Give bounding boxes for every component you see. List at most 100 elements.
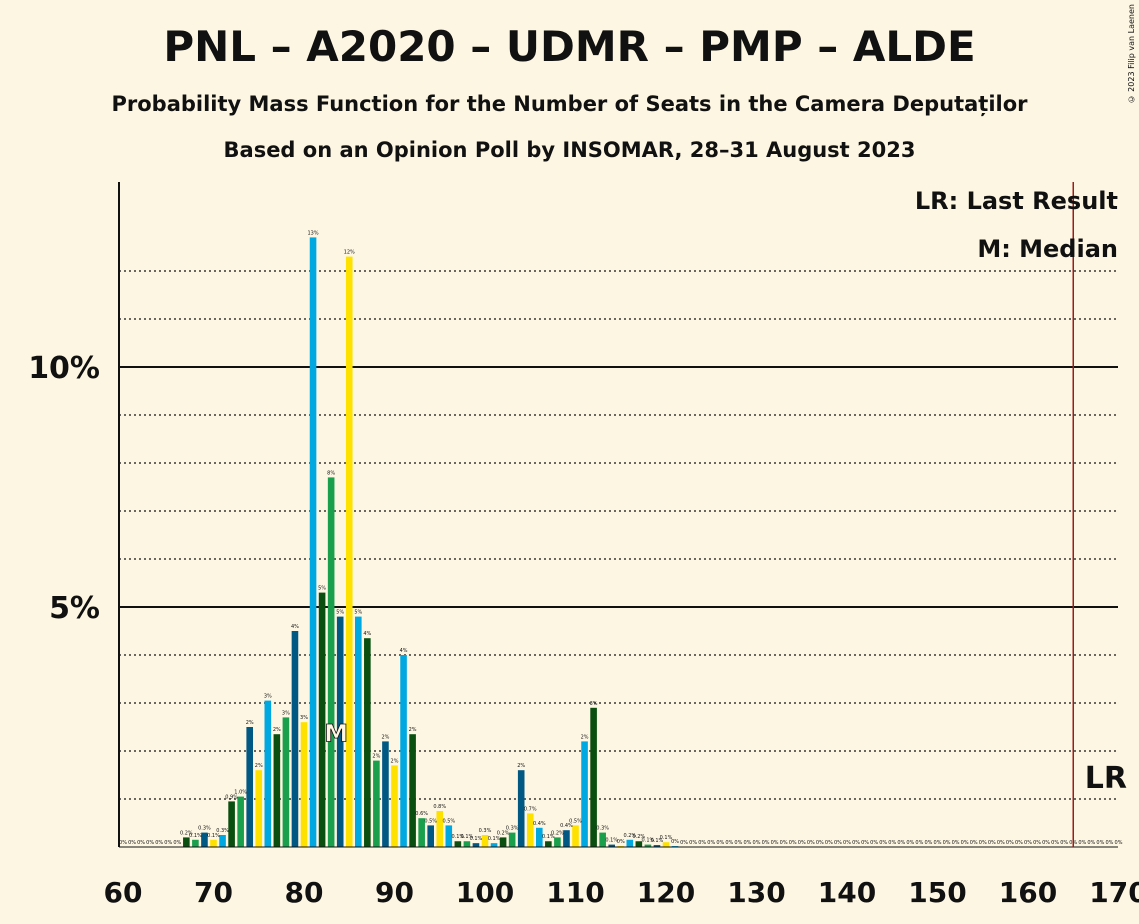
- bar: [590, 707, 597, 847]
- bar-value-label: 3%: [300, 715, 308, 721]
- bar-value-label: 0%: [1006, 840, 1014, 846]
- bar: [219, 835, 226, 847]
- bar-value-label: 0.7%: [524, 806, 537, 812]
- bar-value-label: 0%: [617, 839, 625, 845]
- bar-value-label: 0.3%: [506, 826, 519, 832]
- bar-value-label: 0%: [173, 840, 181, 846]
- bar-value-label: 0%: [780, 840, 788, 846]
- grid-lines: 5% 10%: [28, 270, 1118, 800]
- bar: [662, 842, 670, 847]
- bar: [400, 655, 407, 847]
- bar: [210, 839, 217, 847]
- bar: [336, 616, 344, 847]
- bar: [554, 837, 561, 847]
- bar: [481, 835, 489, 847]
- bar: [563, 830, 570, 847]
- bar-value-label: 0.3%: [596, 826, 609, 832]
- bar-value-label: 0%: [897, 840, 905, 846]
- bar: [237, 796, 244, 847]
- bar-value-label: 0%: [798, 840, 806, 846]
- x-tick-label: 130: [727, 876, 785, 909]
- bar: [445, 825, 453, 847]
- bar-value-label: 0.1%: [488, 836, 501, 842]
- bar-value-label: 2%: [372, 754, 380, 760]
- bar-value-label: 5%: [318, 586, 326, 592]
- bar-value-label: 0.5%: [424, 818, 437, 824]
- bar: [536, 827, 543, 847]
- x-tick-label: 70: [194, 876, 233, 909]
- bar: [418, 818, 425, 847]
- bar: [653, 845, 661, 847]
- bar-value-label: 0.1%: [542, 834, 555, 840]
- bar-value-label: 0%: [888, 840, 896, 846]
- bar-value-label: 0%: [725, 840, 733, 846]
- bar: [644, 844, 652, 847]
- bar-value-label: 0%: [1060, 840, 1068, 846]
- bar-value-label: 3%: [282, 710, 290, 716]
- x-tick-label: 120: [637, 876, 695, 909]
- bar-value-label: 5%: [354, 610, 362, 616]
- bar-value-label: 0%: [1042, 840, 1050, 846]
- x-tick-label: 150: [908, 876, 966, 909]
- bar-value-label: 0%: [1078, 840, 1086, 846]
- bar-value-label: 0%: [997, 840, 1005, 846]
- axes-group: 60 70 80 90 100 110 120 130 140 150 160 170: [104, 182, 1139, 909]
- bar-value-label: 8%: [327, 470, 335, 476]
- bar: [526, 813, 534, 847]
- bar-value-label: 0%: [852, 840, 860, 846]
- bar-value-label: 0%: [789, 840, 797, 846]
- bar: [599, 832, 606, 847]
- bar-value-label: 0%: [734, 840, 742, 846]
- bar: [183, 837, 190, 847]
- bar: [309, 237, 317, 847]
- bar-value-label: 2%: [409, 727, 417, 733]
- bar-value-label: 0.3%: [198, 826, 211, 832]
- y-tick-label: 10%: [28, 351, 100, 386]
- lr-marker-label: LR: [1085, 761, 1127, 796]
- bar-value-label: 0%: [146, 840, 154, 846]
- x-tick-label: 90: [375, 876, 414, 909]
- bar-value-label: 0.2%: [497, 830, 510, 836]
- bar-value-label: 4%: [363, 631, 371, 637]
- bar-value-label: 0%: [1096, 840, 1104, 846]
- bar-value-label: 13%: [307, 230, 318, 236]
- bar: [545, 841, 552, 847]
- legend-median: M: Median: [977, 235, 1118, 263]
- bar-value-label: 0%: [762, 840, 770, 846]
- bar-value-label: 0.2%: [632, 834, 645, 840]
- bar: [635, 841, 643, 847]
- bar-value-label: 2%: [255, 763, 263, 769]
- bar: [192, 839, 199, 847]
- bar-labels-group: 0% 0% 0% 0% 0% 0% 0%0.2%0.1%0.3%0.1%0.3%0.9%1.…: [119, 230, 1123, 846]
- bar: [291, 631, 299, 847]
- x-tick-label: 100: [456, 876, 514, 909]
- bar-value-label: 0%: [1033, 840, 1041, 846]
- bar: [499, 837, 507, 847]
- bar-value-label: 0%: [816, 840, 824, 846]
- bar-value-label: 0%: [943, 840, 951, 846]
- bar-value-label: 0%: [743, 840, 751, 846]
- bar: [264, 700, 272, 847]
- bar-value-label: 3%: [264, 694, 272, 700]
- bar-value-label: 0%: [680, 840, 688, 846]
- x-tick-label: 80: [285, 876, 324, 909]
- bar-value-label: 0%: [843, 840, 851, 846]
- legend-last-result: LR: Last Result: [915, 187, 1118, 215]
- bar-value-label: 1.0%: [234, 790, 247, 796]
- bar: [273, 734, 281, 847]
- bar-value-label: 4%: [291, 624, 299, 630]
- bar-value-label: 12%: [344, 250, 355, 256]
- bar-value-label: 0%: [825, 840, 833, 846]
- bar: [626, 839, 634, 847]
- bar-value-label: 0%: [671, 839, 679, 845]
- bar-value-label: 0%: [906, 840, 914, 846]
- bar-value-label: 0%: [164, 840, 172, 846]
- bar-value-label: 0%: [934, 840, 942, 846]
- chart-title: PNL – A2020 – UDMR – PMP – ALDE: [163, 22, 976, 71]
- x-tick-label: 140: [818, 876, 876, 909]
- bar-value-label: 0%: [870, 840, 878, 846]
- bar-value-label: 0%: [119, 840, 127, 846]
- x-tick-label: 160: [999, 876, 1057, 909]
- bar-value-label: 0%: [988, 840, 996, 846]
